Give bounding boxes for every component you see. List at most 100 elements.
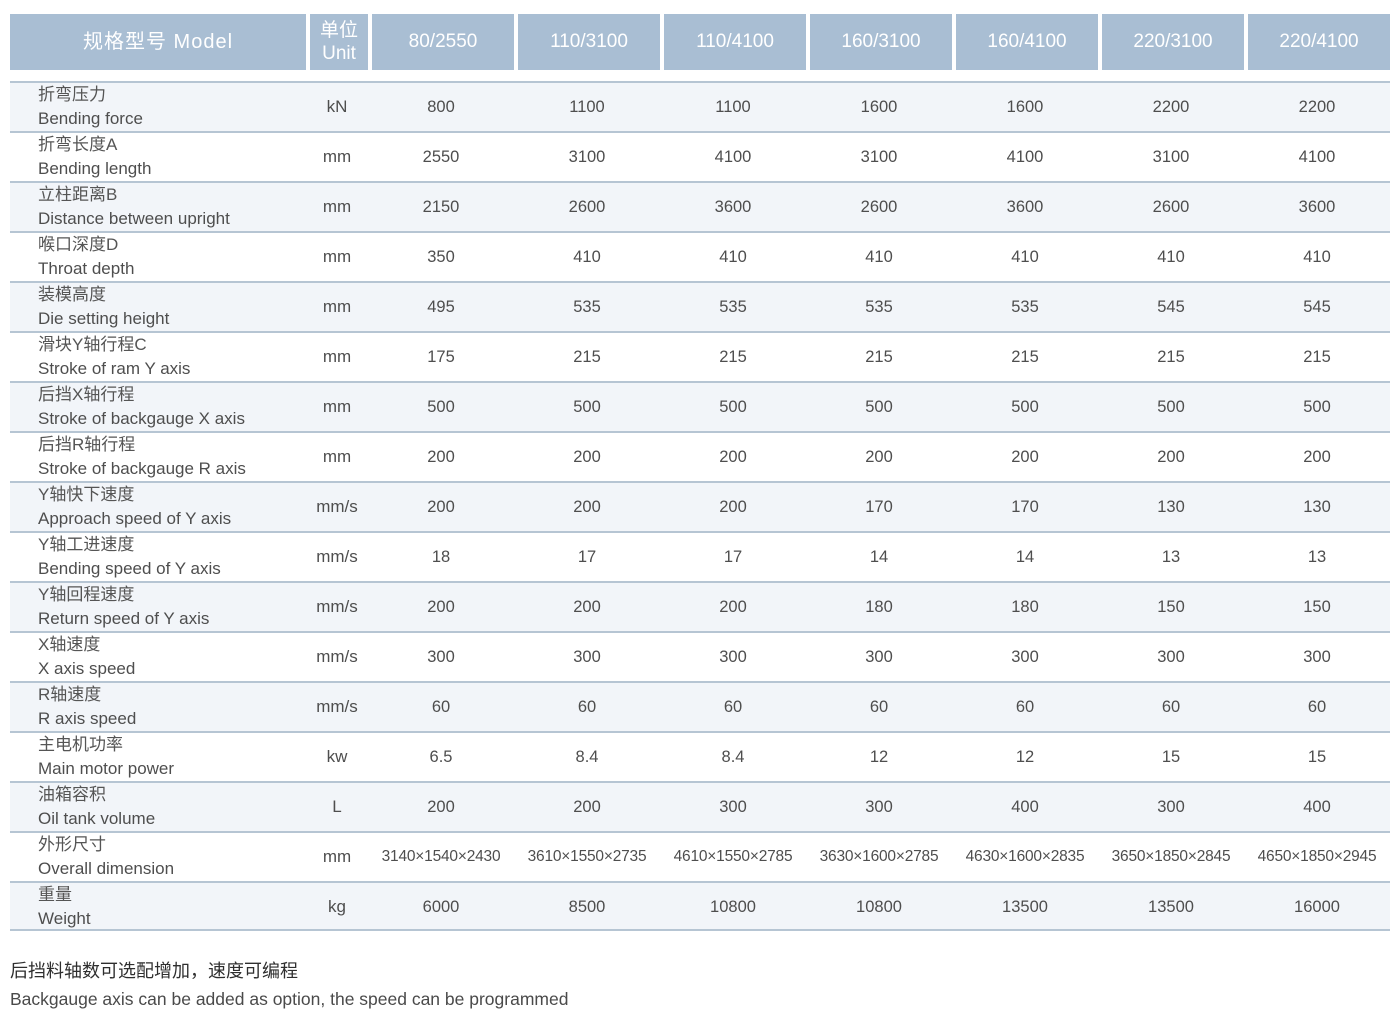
- row-label-zh: Y轴工进速度: [38, 535, 135, 554]
- table-row: 滑块Y轴行程C Stroke of ram Y axis mm 175 215 21…: [10, 331, 1390, 381]
- row-value-cell: 410: [865, 247, 893, 266]
- row-value-cell: 200: [573, 447, 601, 466]
- row-label-zh: 装模高度: [38, 285, 106, 304]
- row-value-cell: 535: [719, 297, 747, 316]
- row-value-cell: 16000: [1294, 897, 1340, 916]
- row-label-zh: 立柱距离B: [38, 185, 118, 204]
- table-row: 油箱容积 Oil tank volume L 200 200 300 300 400 30…: [10, 781, 1390, 831]
- row-unit-cell: kN: [326, 97, 348, 116]
- header-unit-label-zh: 单位: [319, 20, 358, 41]
- row-value-cell: 8.4: [575, 747, 599, 766]
- row-value-cell: 8500: [568, 897, 606, 916]
- row-value-cell: 3600: [1298, 197, 1336, 216]
- row-value-cell: 535: [1011, 297, 1039, 316]
- row-unit-cell: L: [332, 797, 342, 816]
- table-row: 重量 Weight kg 6000 8500 10800 10800 13500 1350…: [10, 881, 1390, 931]
- row-label-zh: Y轴快下速度: [38, 485, 135, 504]
- row-label-zh: 折弯长度A: [38, 135, 118, 154]
- row-label-en: Oil tank volume: [38, 809, 156, 828]
- row-value-cell: 410: [1011, 247, 1039, 266]
- table-row: 装模高度 Die setting height mm 495 535 535 535 5…: [10, 281, 1390, 331]
- row-value-cell: 300: [1011, 647, 1039, 666]
- row-value-cell: 4610×1550×2785: [673, 848, 793, 865]
- row-value-cell: 3650×1850×2845: [1111, 848, 1231, 865]
- header-model-column: 80/2550: [368, 14, 514, 70]
- row-label-cell: 折弯长度A Bending length: [10, 133, 306, 181]
- row-value-cell: 175: [427, 347, 455, 366]
- row-value-cell: 3630×1600×2785: [819, 848, 939, 865]
- row-value-cell: 130: [1303, 497, 1331, 516]
- row-label-en: Main motor power: [38, 759, 175, 778]
- row-value-cell: 500: [1157, 397, 1185, 416]
- row-value-cell: 300: [719, 797, 747, 816]
- row-label-zh: 外形尺寸: [38, 835, 106, 854]
- row-unit-cell: mm: [322, 397, 352, 416]
- row-label-cell: 折弯压力 Bending force: [10, 83, 306, 131]
- row-value-cell: 17: [723, 547, 743, 566]
- table-body: 折弯压力 Bending force kN 800 1100 1100 1600 160…: [10, 81, 1390, 931]
- row-label-cell: 后挡X轴行程 Stroke of backgauge X axis: [10, 383, 306, 431]
- row-value-cell: 13: [1307, 547, 1327, 566]
- row-value-cell: 150: [1303, 597, 1331, 616]
- row-unit-cell: mm/s: [316, 547, 358, 566]
- row-unit-cell: mm/s: [316, 597, 358, 616]
- row-value-cell: 200: [573, 497, 601, 516]
- row-label-cell: 后挡R轴行程 Stroke of backgauge R axis: [10, 433, 306, 481]
- row-value-cell: 300: [865, 797, 893, 816]
- row-value-cell: 500: [719, 397, 747, 416]
- row-value-cell: 350: [427, 247, 455, 266]
- table-row: 折弯压力 Bending force kN 800 1100 1100 1600 160…: [10, 81, 1390, 131]
- row-label-cell: 主电机功率 Main motor power: [10, 733, 306, 781]
- row-label-zh: 折弯压力: [38, 85, 106, 104]
- row-value-cell: 4100: [714, 147, 752, 166]
- row-label-en: Bending force: [38, 109, 143, 128]
- row-value-cell: 200: [719, 497, 747, 516]
- row-value-cell: 17: [577, 547, 597, 566]
- row-value-cell: 215: [573, 347, 601, 366]
- row-value-cell: 535: [865, 297, 893, 316]
- row-value-cell: 60: [431, 697, 451, 716]
- row-unit-cell: mm/s: [316, 497, 358, 516]
- row-value-cell: 4100: [1006, 147, 1044, 166]
- row-unit-cell: mm: [322, 297, 352, 316]
- row-value-cell: 200: [865, 447, 893, 466]
- row-label-cell: 滑块Y轴行程C Stroke of ram Y axis: [10, 333, 306, 381]
- row-unit-cell: kw: [326, 747, 348, 766]
- row-unit-cell: mm: [322, 197, 352, 216]
- table-row: 喉口深度D Throat depth mm 350 410 410 410 410 410…: [10, 231, 1390, 281]
- row-value-cell: 800: [427, 97, 455, 116]
- row-value-cell: 200: [427, 797, 455, 816]
- row-value-cell: 60: [1161, 697, 1181, 716]
- row-value-cell: 14: [1015, 547, 1035, 566]
- row-value-cell: 13: [1161, 547, 1181, 566]
- footnote-zh: 后挡料轴数可选配增加，速度可编程: [10, 961, 298, 981]
- row-unit-cell: mm/s: [316, 647, 358, 666]
- row-value-cell: 4630×1600×2835: [965, 848, 1085, 865]
- row-value-cell: 300: [573, 647, 601, 666]
- row-value-cell: 200: [573, 797, 601, 816]
- row-value-cell: 15: [1307, 747, 1327, 766]
- row-label-cell: R轴速度 R axis speed: [10, 683, 306, 731]
- row-value-cell: 3600: [1006, 197, 1044, 216]
- row-value-cell: 200: [427, 597, 455, 616]
- footnote: 后挡料轴数可选配增加，速度可编程 Backgauge axis can be a…: [10, 957, 1390, 1013]
- row-unit-cell: mm/s: [316, 697, 358, 716]
- row-value-cell: 2600: [1152, 197, 1190, 216]
- row-value-cell: 200: [427, 447, 455, 466]
- row-label-zh: Y轴回程速度: [38, 585, 135, 604]
- row-value-cell: 15: [1161, 747, 1181, 766]
- row-label-cell: 装模高度 Die setting height: [10, 283, 306, 331]
- row-value-cell: 12: [869, 747, 889, 766]
- row-label-zh: X轴速度: [38, 635, 101, 654]
- row-label-cell: Y轴快下速度 Approach speed of Y axis: [10, 483, 306, 531]
- row-value-cell: 2200: [1298, 97, 1336, 116]
- row-value-cell: 500: [573, 397, 601, 416]
- row-label-zh: 后挡R轴行程: [38, 435, 136, 454]
- row-value-cell: 13500: [1002, 897, 1048, 916]
- row-value-cell: 150: [1157, 597, 1185, 616]
- row-value-cell: 12: [1015, 747, 1035, 766]
- row-value-cell: 300: [427, 647, 455, 666]
- row-value-cell: 60: [723, 697, 743, 716]
- row-value-cell: 410: [573, 247, 601, 266]
- row-label-en: Weight: [38, 909, 91, 928]
